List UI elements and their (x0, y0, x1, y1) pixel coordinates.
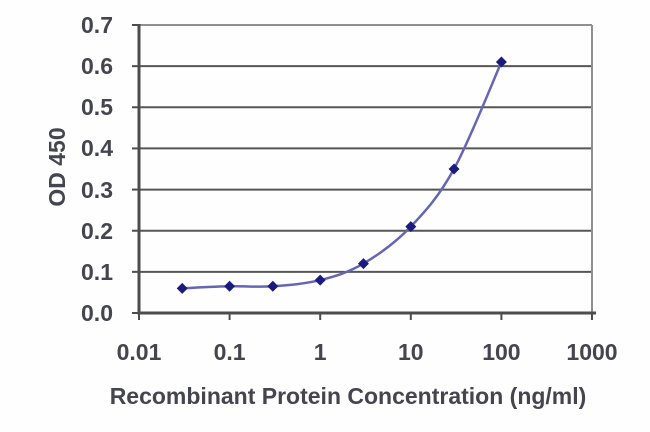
y-tick-label: 0.6 (81, 53, 113, 80)
data-point-marker (357, 258, 369, 270)
data-line (182, 61, 503, 290)
data-point-marker (314, 274, 326, 286)
y-tick-label: 0.3 (81, 176, 113, 203)
data-point-marker (495, 56, 507, 68)
x-tick-label: 10 (398, 339, 424, 365)
x-tick-label: 100 (482, 339, 521, 365)
data-point-marker (405, 221, 417, 233)
x-tick-label: 1 (313, 339, 327, 365)
x-axis-title: Recombinant Protein Concentration (ng/ml… (109, 383, 587, 409)
x-tick-label: 1000 (566, 339, 618, 365)
data-point-marker (224, 280, 236, 292)
x-tick-label: 0.1 (213, 339, 246, 365)
x-tick-label: 0.01 (116, 339, 162, 365)
y-tick-label: 0.7 (81, 12, 113, 38)
y-tick-label: 0.0 (81, 300, 113, 326)
data-point-marker (448, 163, 460, 175)
y-tick-label: 0.4 (81, 135, 113, 162)
y-tick-label: 0.1 (81, 258, 113, 285)
data-point-marker (267, 280, 279, 292)
plot-area (132, 24, 596, 320)
y-tick-label: 0.5 (81, 94, 113, 121)
y-tick-label: 0.2 (81, 217, 113, 244)
data-point-marker (176, 282, 188, 294)
